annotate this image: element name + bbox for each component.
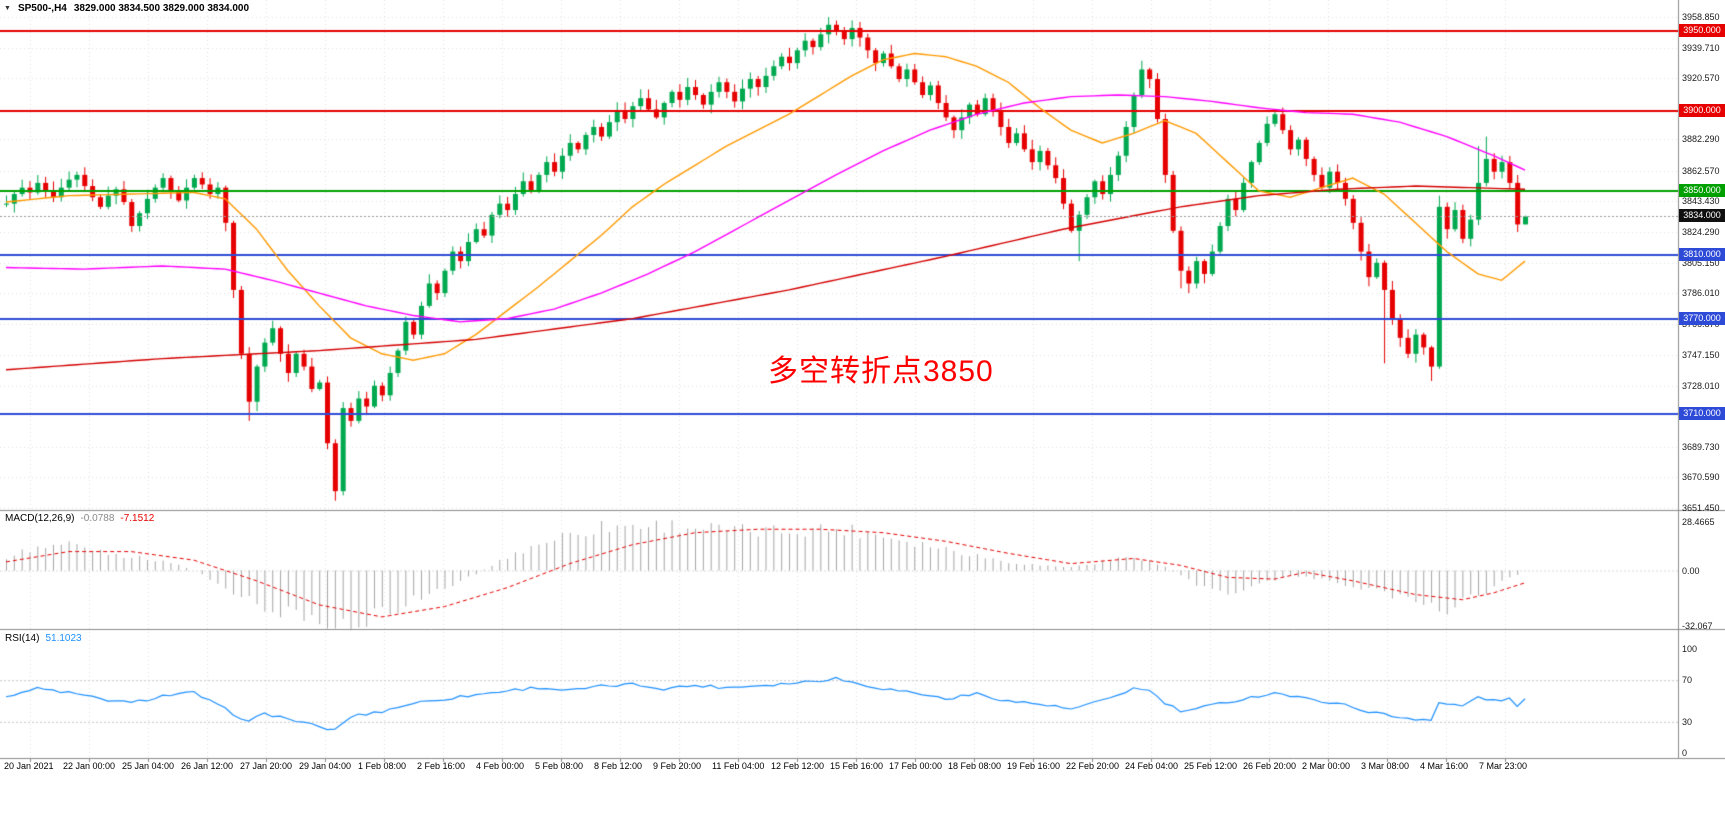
price-level-badge: 3710.000 (1679, 407, 1725, 421)
time-axis-label: 22 Jan 00:00 (63, 761, 116, 771)
macd-axis-label: -32.067 (1682, 620, 1713, 631)
rsi-axis-label: 30 (1682, 716, 1693, 727)
time-axis-label: 3 Mar 08:00 (1361, 761, 1410, 771)
price-level-badge: 3950.000 (1679, 24, 1725, 38)
time-axis-label: 25 Feb 12:00 (1184, 761, 1238, 771)
time-axis-label: 26 Feb 20:00 (1243, 761, 1297, 771)
time-axis-label: 7 Mar 23:00 (1479, 761, 1528, 771)
time-axis-label: 25 Jan 04:00 (122, 761, 175, 771)
current-price-badge: 3834.000 (1679, 209, 1725, 223)
rsi-indicator-label: RSI(14) 51.1023 (5, 633, 88, 644)
time-axis-label: 12 Feb 12:00 (771, 761, 825, 771)
time-axis-label: 18 Feb 08:00 (948, 761, 1002, 771)
time-axis-label: 15 Feb 16:00 (830, 761, 884, 771)
chart-title: ▼ SP500-,H4 3829.000 3834.500 3829.000 3… (4, 3, 249, 14)
symbol-period-label: SP500-,H4 (17, 3, 67, 14)
time-axis-label: 22 Feb 20:00 (1066, 761, 1120, 771)
time-axis-label: 4 Feb 00:00 (476, 761, 525, 771)
price-axis-label: 3882.290 (1682, 134, 1720, 145)
time-axis-label: 27 Jan 20:00 (240, 761, 293, 771)
time-axis-label: 5 Feb 08:00 (535, 761, 584, 771)
price-axis-label: 3958.850 (1682, 12, 1720, 22)
time-axis-label: 2 Mar 00:00 (1302, 761, 1351, 771)
macd-main-value: -0.0788 (80, 513, 115, 524)
ohlc-quote-label: 3829.000 3834.500 3829.000 3834.000 (73, 3, 250, 14)
time-axis-label: 26 Jan 12:00 (181, 761, 234, 771)
time-axis-label: 19 Feb 16:00 (1007, 761, 1061, 771)
price-level-badge: 3770.000 (1679, 311, 1725, 325)
time-axis-label: 8 Feb 12:00 (594, 761, 643, 771)
rsi-axis-label: 100 (1682, 644, 1698, 654)
macd-signal-value: -7.1512 (120, 513, 155, 524)
rsi-axis-label: 70 (1682, 675, 1693, 686)
time-axis-label: 11 Feb 04:00 (712, 761, 765, 771)
price-level-badge: 3810.000 (1679, 247, 1725, 261)
time-axis-label: 17 Feb 00:00 (889, 761, 943, 771)
time-axis-label: 9 Feb 20:00 (653, 761, 702, 771)
time-axis-label: 2 Feb 16:00 (417, 761, 466, 771)
rsi-name: RSI(14) (5, 633, 40, 644)
price-axis-label: 3920.570 (1682, 73, 1720, 84)
price-axis-label: 3670.590 (1682, 472, 1720, 483)
macd-name: MACD(12,26,9) (5, 513, 75, 524)
time-axis-label: 24 Feb 04:00 (1125, 761, 1179, 771)
price-axis-label: 3689.730 (1682, 441, 1720, 452)
price-axis-label: 3843.430 (1682, 196, 1720, 207)
price-level-badge: 3850.000 (1679, 183, 1725, 197)
time-axis-label: 4 Mar 16:00 (1420, 761, 1469, 771)
price-axis-label: 3747.150 (1682, 350, 1720, 361)
price-axis-label: 3786.010 (1682, 288, 1720, 299)
price-level-badge: 3900.000 (1679, 104, 1725, 117)
price-axis-label: 3651.450 (1682, 503, 1720, 513)
time-axis-label: 20 Jan 2021 (4, 761, 54, 771)
price-axis-label: 3862.570 (1682, 165, 1720, 176)
price-axis-label: 3728.010 (1682, 380, 1720, 391)
rsi-axis-label: 0 (1682, 748, 1688, 758)
rsi-value: 51.1023 (45, 633, 82, 644)
price-axis-label: 3939.710 (1682, 42, 1720, 53)
price-axis-label: 3824.290 (1682, 226, 1720, 237)
price-axis-label: 3805.150 (1682, 257, 1720, 268)
time-axis-label: 29 Jan 04:00 (299, 761, 352, 771)
macd-axis-label: 28.4665 (1682, 516, 1715, 527)
chart-annotation-text[interactable]: 多空转折点3850 (768, 355, 994, 388)
macd-axis-label: 0.00 (1682, 565, 1700, 576)
macd-indicator-label: MACD(12,26,9) -0.0788 -7.1512 (5, 513, 160, 524)
collapse-triangle-icon[interactable]: ▼ (4, 4, 11, 12)
time-axis-label: 1 Feb 08:00 (358, 761, 407, 771)
